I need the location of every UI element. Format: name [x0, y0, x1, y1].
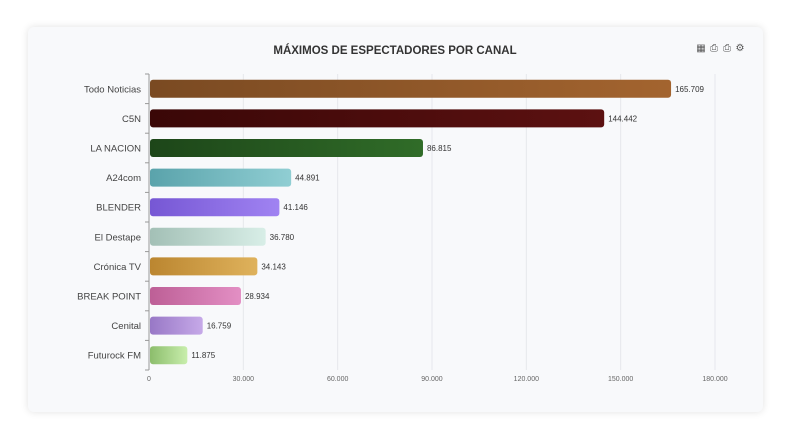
bar[interactable] [150, 227, 266, 246]
bar[interactable] [150, 346, 188, 365]
category-label: Futurock FM [88, 351, 141, 362]
x-tick-label: 120.000 [514, 376, 539, 383]
bar[interactable] [150, 198, 280, 217]
bar[interactable] [150, 109, 605, 128]
data-label: 44.891 [295, 174, 320, 183]
category-label: Todo Noticias [84, 84, 141, 95]
bar[interactable] [150, 257, 258, 276]
chart-title: MÁXIMOS DE ESPECTADORES POR CANAL [273, 45, 517, 57]
bar[interactable] [150, 139, 423, 157]
x-tick-label: 180.000 [702, 376, 727, 383]
x-tick-label: 90.000 [421, 376, 443, 383]
category-label: C5N [122, 114, 141, 125]
data-label: 144.442 [608, 114, 637, 123]
x-tick-label: 60.000 [327, 376, 349, 383]
bar[interactable] [150, 316, 203, 335]
bar[interactable] [150, 287, 241, 305]
category-label: A24com [106, 173, 141, 184]
table-icon[interactable]: ▦ [696, 43, 706, 54]
bar[interactable] [150, 168, 292, 187]
category-label: LA NACION [90, 144, 141, 155]
data-label: 16.759 [207, 322, 232, 331]
x-tick-label: 0 [147, 376, 151, 383]
data-label: 28.934 [245, 292, 270, 301]
x-tick-label: 30.000 [233, 376, 255, 383]
bar[interactable] [150, 79, 672, 98]
x-tick-label: 150.000 [608, 376, 633, 383]
category-label: El Destape [95, 232, 141, 243]
category-label: BREAK POINT [77, 292, 141, 303]
data-label: 86.815 [427, 144, 452, 153]
data-label: 41.146 [283, 203, 308, 212]
print-icon[interactable]: ⎙ [710, 43, 718, 54]
print-icon[interactable]: ⎙ [723, 43, 731, 54]
chart-toolbar: ▦ ⎙ ⎙ ⚙ [696, 44, 745, 54]
gear-icon[interactable]: ⚙ [735, 43, 745, 54]
data-label: 11.875 [191, 351, 215, 360]
category-label: Crónica TV [94, 262, 142, 273]
category-label: Cenital [111, 321, 141, 332]
data-label: 165.709 [675, 85, 704, 94]
data-label: 34.143 [261, 262, 286, 271]
data-label: 36.780 [270, 233, 295, 242]
category-label: BLENDER [96, 203, 141, 214]
